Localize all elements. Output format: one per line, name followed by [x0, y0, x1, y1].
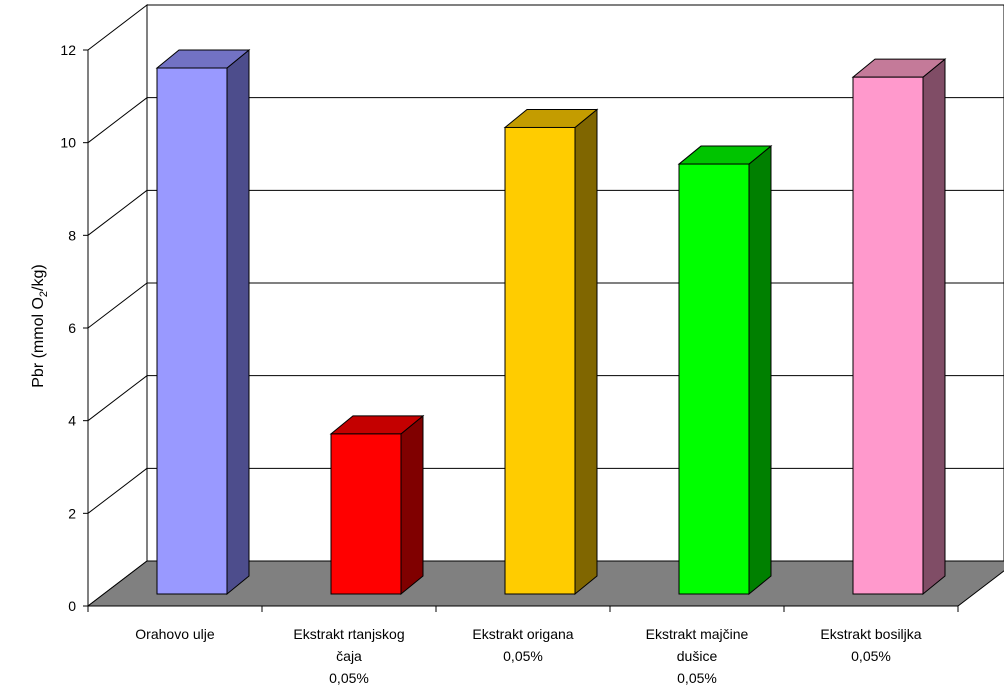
x-tick-label: 0,05%: [503, 648, 543, 664]
x-tick-label: Ekstrakt majčine: [646, 626, 749, 642]
x-tick-label: 0,05%: [677, 670, 717, 686]
x-tick-label: dušice: [677, 648, 718, 664]
y-axis-label-suffix: /kg): [30, 264, 47, 291]
bar-side: [748, 144, 772, 596]
x-tick-label: Orahovo ulje: [135, 626, 215, 642]
y-tick-label: 12: [60, 42, 76, 58]
y-tick-label: 2: [68, 505, 76, 521]
y-tick-label: 10: [60, 135, 76, 151]
gridline-side: [87, 375, 148, 422]
y-axis-label-subscript: 2: [38, 291, 50, 297]
bar: [156, 67, 228, 595]
bar: [330, 433, 402, 595]
x-tick-label: čaja: [336, 648, 362, 664]
bars: [155, 48, 947, 596]
gridline-side: [87, 467, 148, 514]
y-tick-label: 4: [68, 413, 76, 429]
y-tick-label: 0: [68, 598, 76, 614]
bar-side: [226, 48, 250, 596]
bar-group: [503, 108, 599, 596]
bar-side: [400, 414, 424, 596]
bar-side: [922, 58, 946, 596]
bar-group: [329, 414, 425, 596]
bar-group: [677, 144, 773, 596]
x-tick-label: Ekstrakt rtanjskog: [293, 626, 404, 642]
gridline-side: [87, 189, 148, 236]
y-tick-label: 6: [68, 320, 76, 336]
bar: [504, 126, 576, 595]
x-tick-label: Ekstrakt bosiljka: [820, 626, 921, 642]
bar: [852, 76, 924, 595]
x-tick-label: 0,05%: [329, 670, 369, 686]
gridline-side: [87, 97, 148, 144]
bar: [678, 163, 750, 595]
bar-group: [155, 48, 251, 596]
gridline-side: [87, 282, 148, 329]
bar-side: [574, 108, 598, 596]
y-tick-label: 8: [68, 227, 76, 243]
y-axis: 0 2 4 6 8 10 12: [60, 42, 89, 614]
x-tick-label: 0,05%: [851, 648, 891, 664]
y-axis-label-prefix: Pbr (mmol O: [30, 297, 47, 388]
x-tick-label: Ekstrakt origana: [472, 626, 573, 642]
y-axis-label: Pbr (mmol O2/kg): [30, 264, 50, 387]
x-axis: Orahovo ulje Ekstrakt rtanjskog čaja 0,05% E…: [87, 605, 959, 686]
bar-group: [851, 58, 947, 596]
